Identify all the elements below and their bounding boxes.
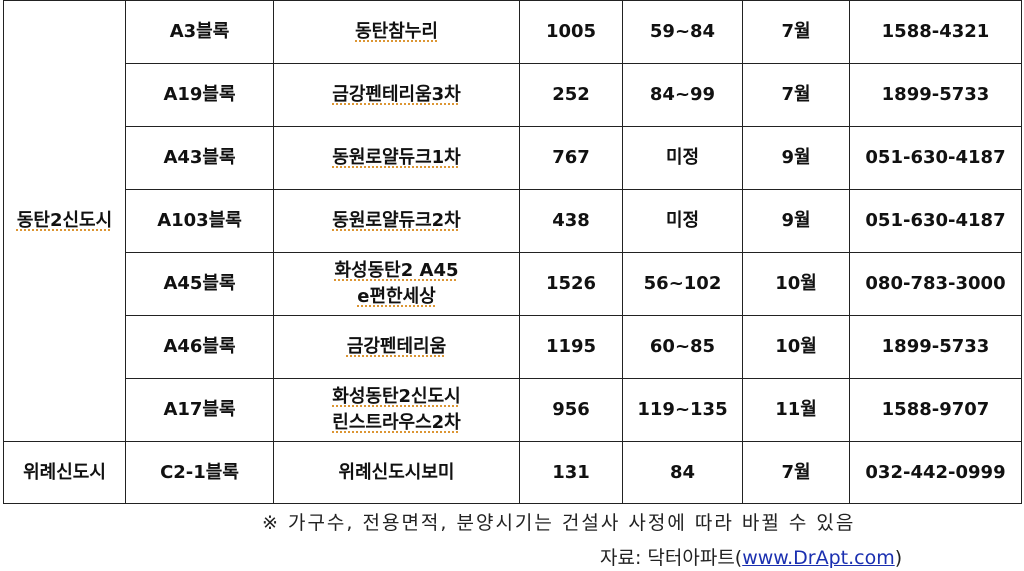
block-cell: A17블록	[163, 399, 236, 420]
region-cell: 위례신도시	[23, 461, 106, 483]
block-cell: A46블록	[163, 336, 236, 357]
complex-name-cell: 위례신도시보미	[338, 461, 455, 483]
phone-cell: 032-442-0999	[865, 461, 1006, 483]
area-cell: 84	[669, 461, 696, 483]
complex-name-cell: 화성동탄2 A45	[334, 260, 459, 281]
block-cell: A43블록	[163, 147, 236, 168]
area-cell: 60~85	[649, 336, 716, 357]
complex-name-cell: 금강펜테리움	[346, 336, 447, 357]
complex-name-cell: 동원로얄듀크1차	[332, 147, 461, 168]
month-cell: 9월	[781, 210, 811, 231]
block-cell: A3블록	[169, 21, 230, 42]
table-row: A43블록 동원로얄듀크1차 767 미정 9월 051-630-4187	[4, 126, 1022, 190]
block-cell: A45블록	[163, 273, 236, 294]
month-cell: 10월	[775, 273, 817, 294]
area-cell: 56~102	[643, 273, 722, 294]
units-cell: 252	[552, 84, 590, 105]
source-link[interactable]: www.DrApt.com	[742, 547, 895, 569]
table-row: 위례신도시 C2-1블록 위례신도시보미 131 84 7월 032-442-0999	[3, 441, 1022, 504]
table-row: A46블록 금강펜테리움 1195 60~85 10월 1899-5733	[4, 315, 1022, 379]
table-row: A103블록 동원로얄듀크2차 438 미정 9월 051-630-4187	[4, 189, 1022, 253]
units-cell: 131	[552, 461, 590, 483]
complex-name-cell: 화성동탄2신도시	[332, 386, 461, 407]
units-cell: 767	[552, 147, 590, 168]
phone-cell: 1588-9707	[881, 399, 990, 420]
complex-name-cell: 금강펜테리움3차	[332, 84, 461, 105]
month-cell: 9월	[781, 147, 811, 168]
table-row: 동탄2신도시 A3블록 동탄참누리 1005 59~84 7월 1588-4321	[3, 0, 1022, 442]
source-suffix: )	[894, 547, 903, 569]
phone-cell: 080-783-3000	[865, 273, 1006, 294]
block-cell: A103블록	[157, 210, 242, 231]
table-row: A19블록 금강펜테리움3차 252 84~99 7월 1899-5733	[4, 63, 1022, 127]
units-cell: 1526	[545, 273, 597, 294]
apartment-supply-table: 동탄2신도시 A3블록 동탄참누리 1005 59~84 7월 1588-4321 A19블록…	[3, 0, 1022, 504]
table-row: A45블록 화성동탄2 A45 e편한세상 1526 56~102 10월 080-783-…	[4, 252, 1022, 316]
month-cell: 11월	[775, 399, 817, 420]
units-cell: 1005	[545, 21, 597, 42]
area-cell: 미정	[665, 147, 700, 168]
area-cell: 119~135	[637, 399, 728, 420]
month-cell: 7월	[781, 21, 811, 42]
source-prefix: 자료: 닥터아파트(	[600, 547, 743, 569]
complex-name-cell: 동원로얄듀크2차	[332, 210, 461, 231]
phone-cell: 051-630-4187	[865, 210, 1006, 231]
units-cell: 438	[552, 210, 590, 231]
complex-name-cell: 동탄참누리	[355, 21, 438, 42]
phone-cell: 1899-5733	[881, 336, 990, 357]
footnote: ※ 가구수, 전용면적, 분양시기는 건설사 사정에 따라 바뀔 수 있음	[262, 512, 856, 534]
phone-cell: 051-630-4187	[865, 147, 1006, 168]
source-line: 자료: 닥터아파트(www.DrApt.com)	[600, 543, 902, 570]
complex-name-line2: e편한세상	[357, 286, 436, 307]
block-cell: A19블록	[163, 84, 236, 105]
complex-name-line2: 린스트라우스2차	[332, 412, 461, 433]
phone-cell: 1899-5733	[881, 84, 990, 105]
area-cell: 84~99	[649, 84, 716, 105]
region-cell: 동탄2신도시	[16, 210, 113, 231]
block-cell: C2-1블록	[160, 461, 239, 483]
units-cell: 1195	[545, 336, 597, 357]
area-cell: 59~84	[649, 21, 716, 42]
month-cell: 7월	[781, 461, 811, 483]
month-cell: 10월	[775, 336, 817, 357]
units-cell: 956	[552, 399, 590, 420]
area-cell: 미정	[665, 210, 700, 231]
phone-cell: 1588-4321	[881, 21, 990, 42]
month-cell: 7월	[781, 84, 811, 105]
